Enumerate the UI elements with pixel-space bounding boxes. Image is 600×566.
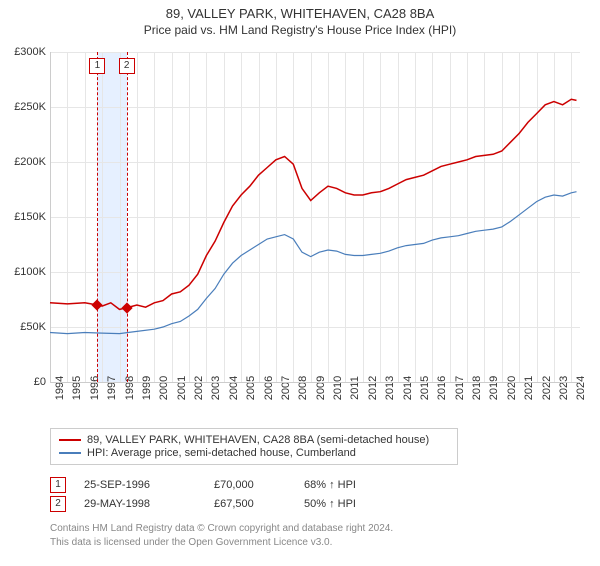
sale-marker-number: 2	[50, 496, 66, 512]
sale-price: £70,000	[214, 479, 304, 491]
y-axis-label: £50K	[20, 321, 46, 333]
sales-table: 1 25-SEP-1996 £70,000 68% ↑ HPI 2 29-MAY…	[50, 474, 394, 515]
sale-hpi: 68% ↑ HPI	[304, 479, 394, 491]
table-row: 1 25-SEP-1996 £70,000 68% ↑ HPI	[50, 477, 394, 493]
chart-title: 89, VALLEY PARK, WHITEHAVEN, CA28 8BA	[0, 6, 600, 21]
footer-attribution: Contains HM Land Registry data © Crown c…	[50, 522, 393, 549]
y-axis-label: £150K	[14, 211, 46, 223]
sale-date: 25-SEP-1996	[84, 479, 214, 491]
y-axis-label: £0	[34, 376, 46, 388]
y-axis-label: £300K	[14, 46, 46, 58]
legend-label: 89, VALLEY PARK, WHITEHAVEN, CA28 8BA (s…	[87, 434, 429, 446]
footer-line: Contains HM Land Registry data © Crown c…	[50, 522, 393, 536]
legend: 89, VALLEY PARK, WHITEHAVEN, CA28 8BA (s…	[50, 428, 458, 465]
sale-marker-number: 1	[50, 477, 66, 493]
y-axis-label: £200K	[14, 156, 46, 168]
legend-item: HPI: Average price, semi-detached house,…	[59, 447, 449, 459]
footer-line: This data is licensed under the Open Gov…	[50, 536, 393, 550]
y-axis-label: £100K	[14, 266, 46, 278]
sale-date: 29-MAY-1998	[84, 498, 214, 510]
y-axis-label: £250K	[14, 101, 46, 113]
chart-area: £0£50K£100K£150K£200K£250K£300K199419951…	[50, 52, 580, 382]
legend-swatch	[59, 439, 81, 441]
legend-item: 89, VALLEY PARK, WHITEHAVEN, CA28 8BA (s…	[59, 434, 449, 446]
legend-swatch	[59, 452, 81, 454]
series-line	[50, 192, 577, 334]
series-line	[50, 99, 577, 309]
chart-subtitle: Price paid vs. HM Land Registry's House …	[0, 23, 600, 37]
legend-label: HPI: Average price, semi-detached house,…	[87, 447, 356, 459]
table-row: 2 29-MAY-1998 £67,500 50% ↑ HPI	[50, 496, 394, 512]
sale-price: £67,500	[214, 498, 304, 510]
sale-hpi: 50% ↑ HPI	[304, 498, 394, 510]
